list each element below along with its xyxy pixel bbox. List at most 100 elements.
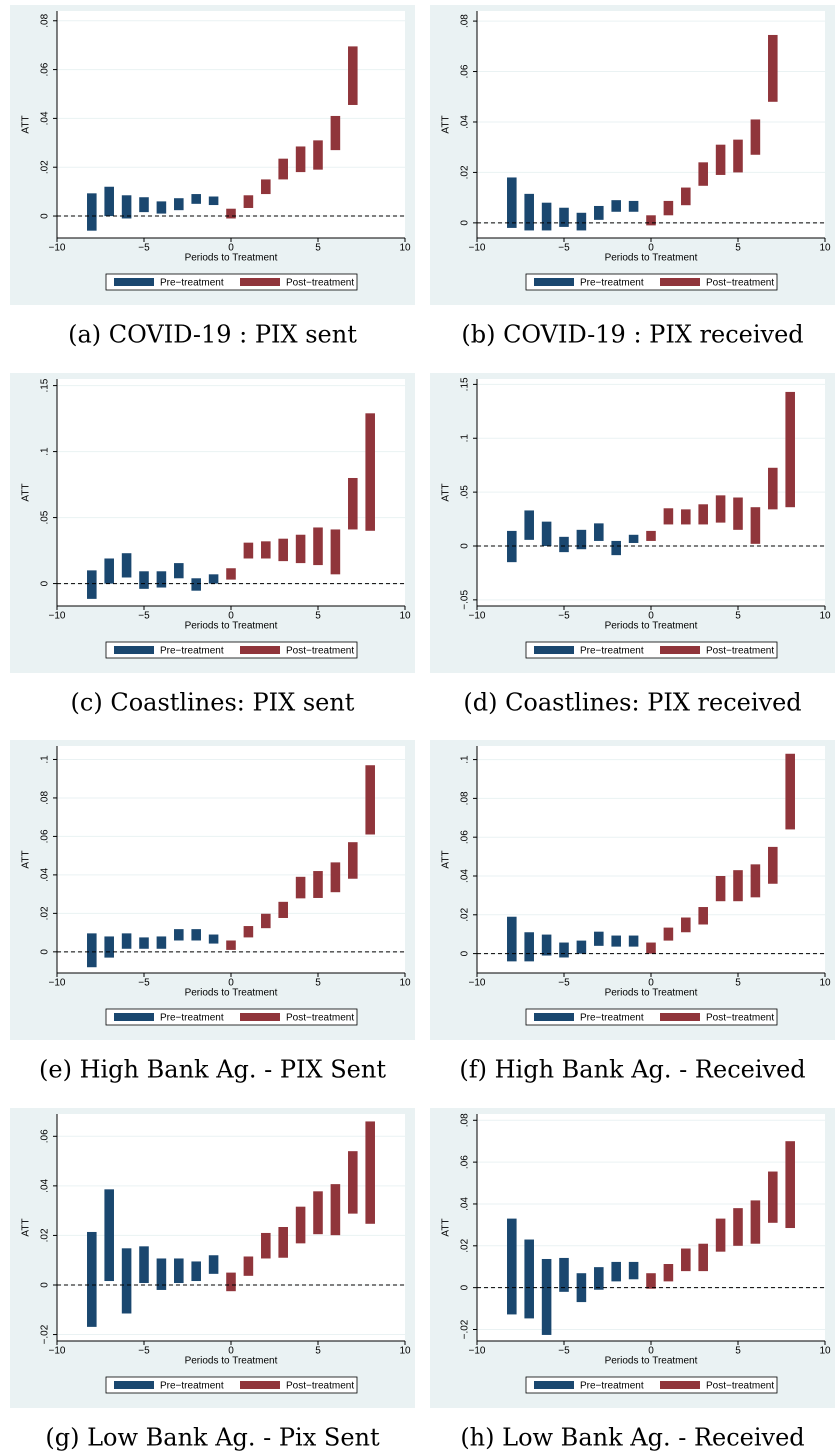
- legend-box: [525, 641, 778, 659]
- legend-swatch: [534, 1381, 574, 1389]
- chart: 0 .02 .04 .06 .08 −10 −5 0 5 10 Periods to Treatme…: [430, 5, 835, 305]
- y-tick-label: .1: [40, 447, 51, 456]
- y-tick-label: .02: [40, 1228, 51, 1242]
- x-tick-label: 10: [399, 611, 411, 622]
- range-bar: [191, 194, 201, 204]
- range-bar: [191, 578, 201, 591]
- range-bar: [330, 1184, 341, 1236]
- range-bar: [715, 1218, 726, 1252]
- range-bar: [594, 1267, 604, 1290]
- range-bar: [698, 162, 708, 186]
- legend-swatch: [534, 278, 574, 286]
- range-bar: [104, 558, 114, 584]
- y-tick-label: −.02: [40, 1324, 51, 1344]
- legend: Pre−treatment Post−treatment: [105, 273, 358, 291]
- legend-swatch: [114, 1381, 154, 1389]
- x-tick-label: 5: [315, 611, 321, 622]
- range-bar: [733, 497, 743, 530]
- legend-label: Post−treatment: [286, 1013, 354, 1024]
- legend: Pre−treatment Post−treatment: [525, 273, 778, 291]
- range-bar: [365, 413, 375, 531]
- range-bar: [681, 187, 691, 206]
- range-bar: [541, 521, 552, 546]
- x-tick-label: 0: [228, 1346, 234, 1357]
- y-tick-label: 0: [460, 1284, 471, 1290]
- x-tick-label: 0: [648, 611, 654, 622]
- range-bar: [121, 195, 132, 219]
- x-tick-label: 0: [648, 978, 654, 989]
- range-bar: [243, 542, 254, 559]
- y-tick-label: .04: [460, 869, 471, 883]
- range-bar: [663, 508, 674, 525]
- range-bar: [330, 862, 341, 893]
- range-bar: [750, 864, 761, 898]
- y-tick-label: .1: [460, 434, 471, 443]
- x-tick-label: 10: [819, 978, 831, 989]
- y-axis-title: ATT: [21, 115, 32, 133]
- legend-label: Post−treatment: [286, 1381, 354, 1392]
- range-bar: [628, 1261, 639, 1280]
- caption: (e) High Bank Ag. - PIX Sent: [39, 1056, 386, 1084]
- range-bar: [278, 901, 288, 918]
- y-tick-label: .02: [40, 160, 51, 174]
- range-bar: [174, 563, 184, 579]
- range-bar: [750, 507, 761, 544]
- range-bar: [365, 765, 375, 835]
- range-bar: [507, 916, 517, 962]
- x-axis-title: Periods to Treatment: [605, 988, 698, 999]
- x-tick-label: 0: [228, 611, 234, 622]
- range-bar: [733, 1208, 743, 1246]
- range-bar: [733, 139, 743, 173]
- range-bar: [139, 937, 149, 949]
- legend-box: [105, 273, 358, 291]
- x-tick-label: 0: [648, 1346, 654, 1357]
- range-bar: [295, 876, 306, 899]
- legend: Pre−treatment Post−treatment: [525, 1376, 778, 1394]
- y-tick-label: .04: [460, 1197, 471, 1211]
- range-bar: [559, 536, 569, 553]
- range-bar: [594, 205, 604, 220]
- legend: Pre−treatment Post−treatment: [105, 641, 358, 659]
- range-bar: [768, 34, 778, 102]
- legend-swatch: [534, 646, 574, 654]
- x-tick-label: 10: [819, 1346, 831, 1357]
- y-tick-label: .05: [460, 485, 471, 499]
- legend-box: [105, 1008, 358, 1026]
- y-tick-label: .15: [460, 377, 471, 391]
- range-bar: [715, 875, 726, 902]
- x-axis-title: Periods to Treatment: [185, 253, 278, 264]
- range-bar: [611, 1261, 621, 1282]
- range-bar: [243, 926, 254, 938]
- range-bar: [295, 534, 306, 564]
- range-bar: [156, 571, 167, 588]
- range-bar: [576, 212, 587, 231]
- range-bar: [663, 200, 674, 216]
- x-tick-label: −10: [469, 611, 486, 622]
- x-tick-label: −10: [49, 978, 66, 989]
- range-bar: [524, 932, 534, 962]
- x-axis-title: Periods to Treatment: [605, 621, 698, 632]
- legend-swatch: [660, 646, 700, 654]
- x-tick-label: −10: [49, 1346, 66, 1357]
- y-tick-label: .08: [460, 791, 471, 805]
- legend-label: Post−treatment: [706, 1381, 774, 1392]
- range-bar: [139, 1246, 149, 1284]
- legend-swatch: [114, 646, 154, 654]
- range-bar: [628, 200, 639, 212]
- y-axis-title: ATT: [441, 115, 452, 133]
- range-bar: [594, 523, 604, 541]
- y-tick-label: .04: [40, 111, 51, 125]
- chart: −.05 0 .05 .1 .15 −10 −5 0 5 10 Periods to Treatme…: [430, 373, 835, 673]
- range-bar: [313, 527, 323, 566]
- caption: (d) Coastlines: PIX received: [463, 689, 801, 717]
- y-tick-label: .08: [40, 13, 51, 27]
- legend: Pre−treatment Post−treatment: [525, 1008, 778, 1026]
- y-tick-label: .02: [40, 906, 51, 920]
- range-bar: [261, 913, 271, 929]
- range-bar: [313, 140, 323, 170]
- y-tick-label: .06: [40, 62, 51, 76]
- y-tick-label: −.05: [460, 590, 471, 610]
- range-bar: [365, 1121, 375, 1224]
- y-tick-label: .04: [40, 868, 51, 882]
- y-tick-label: .1: [460, 755, 471, 764]
